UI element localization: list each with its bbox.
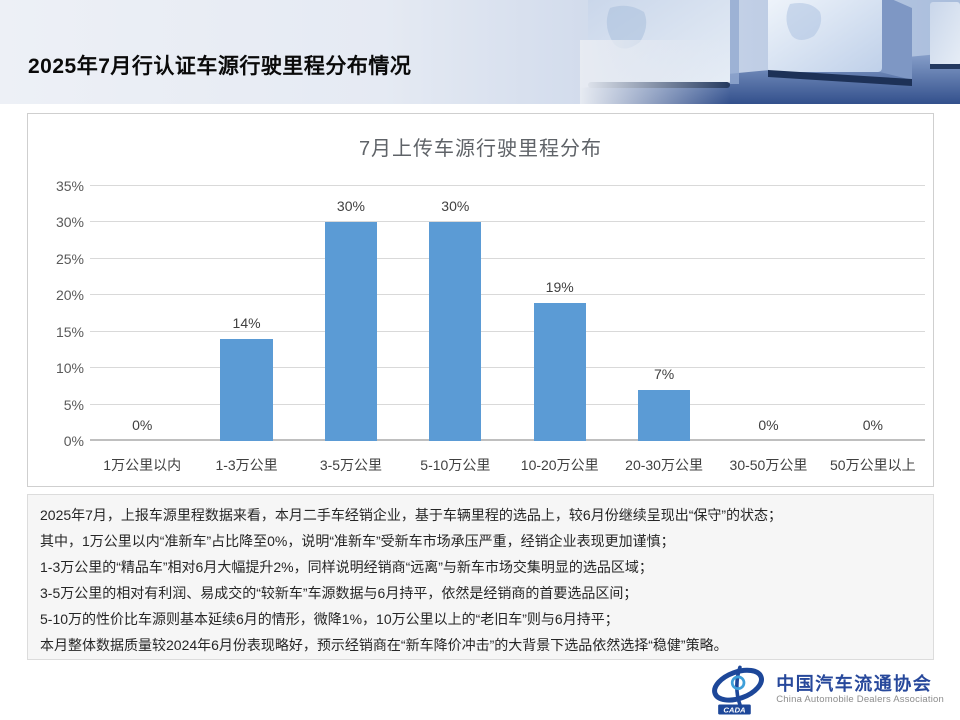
x-axis-category-label: 20-30万公里	[625, 457, 703, 473]
bar	[637, 390, 691, 441]
gridline	[90, 403, 925, 405]
y-axis-tick-label: 10%	[55, 360, 84, 377]
x-axis-category-label: 10-20万公里	[520, 457, 599, 473]
cada-abbr-text: CADA	[724, 706, 746, 715]
bar	[533, 302, 586, 441]
note-line: 3-5万公里的相对有利润、易成交的“较新车”车源数据与6月持平，依然是经销商的首…	[40, 585, 638, 601]
bar	[324, 222, 378, 441]
gridline	[90, 221, 925, 223]
gridline	[90, 294, 925, 296]
bar-value-label: 0%	[758, 417, 779, 433]
bar-value-label: 14%	[232, 315, 261, 331]
y-axis-tick-label: 5%	[63, 396, 84, 413]
bar-column: 0% 30-50万公里	[716, 186, 820, 473]
bar-column: 7% 20-30万公里	[612, 186, 716, 473]
cubes-decoration-image	[580, 0, 960, 104]
note-line: 本月整体数据质量较2024年6月份表现略好，预示经销商在“新车降价冲击”的大背景…	[40, 637, 728, 653]
bar-column: 0% 1万公里以内	[90, 186, 194, 473]
bar-value-label: 19%	[545, 278, 574, 295]
bar-column: 14% 1-3万公里	[194, 186, 298, 473]
bar-column: 30% 3-5万公里	[299, 186, 403, 473]
y-axis-tick-label: 0%	[63, 433, 84, 449]
bar-value-label: 30%	[441, 198, 470, 215]
bar-value-label: 30%	[336, 198, 365, 215]
gridline	[90, 185, 925, 186]
bar-column: 0% 50万公里以上	[821, 186, 925, 473]
bar-value-label: 0%	[862, 417, 883, 433]
analysis-notes-panel: 2025年7月，上报车源里程数据来看，本月二手车经销企业，基于车辆里程的选品上，…	[27, 494, 934, 660]
y-axis-tick-label: 20%	[55, 287, 84, 304]
note-line: 1-3万公里的“精品车”相对6月大幅提升2%，同样说明经销商“远离”与新车市场交…	[40, 559, 653, 575]
x-axis-category-label: 3-5万公里	[319, 457, 383, 473]
gridline	[90, 257, 925, 259]
cada-logo: CADA 中国汽车流通协会 China Automobile Dealers A…	[710, 663, 944, 717]
page-title: 2025年7月行认证车源行驶里程分布情况	[28, 55, 412, 78]
bar-value-label: 0%	[132, 417, 153, 433]
y-axis-tick-label: 15%	[55, 323, 84, 340]
bar	[429, 222, 482, 441]
x-axis-category-label: 5-10万公里	[420, 457, 491, 473]
footer: CADA 中国汽车流通协会 China Automobile Dealers A…	[0, 660, 960, 720]
plot-area: 0% 1万公里以内 14% 1-3万公里 30% 3-5万公里 30% 5-10万公里 19% 1…	[90, 185, 925, 473]
y-axis-tick-label: 35%	[55, 178, 84, 194]
x-axis-category-label: 1万公里以内	[103, 457, 182, 473]
bar-columns: 0% 1万公里以内 14% 1-3万公里 30% 3-5万公里 30% 5-10万公里 19% 1…	[90, 186, 925, 473]
bar-column: 19% 10-20万公里	[508, 186, 612, 473]
gridline	[90, 330, 925, 332]
y-axis: 0% 5% 10% 15% 20% 25% 30% 35%	[36, 178, 84, 449]
bar	[220, 339, 273, 441]
chart-title: 7月上传车源行驶里程分布	[358, 138, 603, 160]
y-axis-tick-label: 30%	[55, 214, 84, 231]
cada-emblem-icon: CADA	[712, 665, 765, 715]
bar-value-label: 7%	[653, 366, 675, 382]
org-name-cn: 中国汽车流通协会	[776, 674, 933, 695]
note-line: 5-10万的性价比车源则基本延续6月的情形，微降1%，10万公里以上的“老旧车”…	[40, 611, 619, 627]
org-name-en: China Automobile Dealers Association	[776, 693, 944, 705]
x-axis-line	[90, 439, 925, 441]
y-axis-tick-label: 25%	[55, 250, 84, 267]
x-axis-category-label: 30-50万公里	[729, 457, 808, 473]
chart-panel: 7月上传车源行驶里程分布 0% 5% 10% 15% 20% 25% 30% 35% 0% 1万…	[27, 113, 934, 487]
header-banner: 2025年7月行认证车源行驶里程分布情况	[0, 0, 960, 104]
x-axis-category-label: 1-3万公里	[215, 457, 278, 473]
gridline	[90, 367, 925, 369]
note-line: 其中，1万公里以内“准新车”占比降至0%，说明“准新车”受新车市场承压严重，经销…	[40, 533, 675, 549]
bar-column: 30% 5-10万公里	[403, 186, 507, 473]
x-axis-category-label: 50万公里以上	[830, 457, 916, 473]
note-line: 2025年7月，上报车源里程数据来看，本月二手车经销企业，基于车辆里程的选品上，…	[40, 507, 783, 523]
